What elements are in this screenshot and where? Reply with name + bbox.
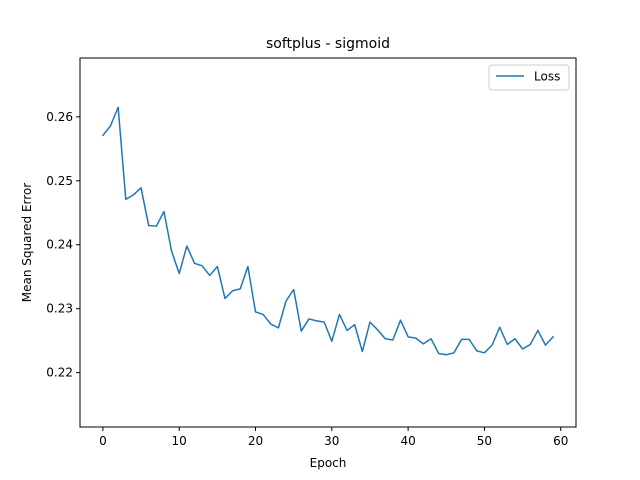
data-point: [514, 338, 516, 340]
y-tick-label: 0.24: [46, 238, 73, 252]
data-point: [217, 266, 219, 268]
x-tick-label: 20: [248, 434, 263, 448]
data-point: [125, 199, 127, 201]
y-tick-label: 0.25: [46, 174, 73, 188]
data-point: [171, 250, 173, 252]
data-point: [270, 323, 272, 325]
data-point: [415, 337, 417, 339]
data-point: [285, 300, 287, 302]
data-point: [148, 225, 150, 227]
data-point: [194, 262, 196, 264]
data-point: [369, 321, 371, 323]
plot-area: 0 10 20 30 40 50 60 0.22 0.23 0.24 0.25 0.26: [46, 57, 577, 448]
x-tick-label: 30: [324, 434, 339, 448]
legend: Loss: [488, 64, 570, 91]
y-tick-label: 0.22: [46, 366, 73, 380]
series-line-loss: [101, 106, 555, 356]
x-axis-label: Epoch: [310, 456, 347, 470]
data-point: [423, 343, 425, 345]
data-point: [400, 319, 402, 321]
data-point: [430, 338, 432, 340]
data-point: [484, 352, 486, 354]
data-point: [239, 288, 241, 290]
data-point: [300, 330, 302, 332]
data-point: [461, 339, 463, 341]
data-point: [247, 266, 249, 268]
x-tick-label: 60: [553, 434, 568, 448]
data-point: [102, 135, 104, 137]
data-point: [545, 344, 547, 346]
data-point: [209, 275, 211, 277]
legend-box: [488, 64, 570, 91]
data-point: [529, 344, 531, 346]
x-tick-label: 40: [400, 434, 415, 448]
data-point: [224, 298, 226, 300]
series-layer: [101, 106, 555, 356]
x-tick-label: 50: [477, 434, 492, 448]
data-point: [384, 338, 386, 340]
data-point: [186, 245, 188, 247]
legend-label: Loss: [534, 70, 560, 84]
data-point: [163, 211, 165, 213]
data-point: [323, 321, 325, 323]
data-point: [278, 327, 280, 329]
data-point: [262, 314, 264, 316]
data-point: [232, 290, 234, 292]
data-point: [178, 273, 180, 275]
data-point: [255, 311, 257, 313]
y-axis-label: Mean Squared Error: [20, 183, 34, 303]
data-point: [522, 348, 524, 350]
data-point: [476, 350, 478, 352]
chart-title: softplus - sigmoid: [266, 36, 390, 52]
data-point: [468, 339, 470, 341]
data-point: [552, 336, 554, 338]
axes-frame: [79, 57, 577, 428]
data-point: [156, 225, 158, 227]
data-point: [362, 351, 364, 353]
x-tick-label: 10: [172, 434, 187, 448]
y-tick-label: 0.23: [46, 302, 73, 316]
data-point: [308, 318, 310, 320]
data-point: [117, 106, 119, 108]
data-point: [499, 326, 501, 328]
data-point: [140, 187, 142, 189]
data-point: [110, 125, 112, 127]
data-point: [346, 330, 348, 332]
data-point: [537, 330, 539, 332]
data-point: [453, 352, 455, 354]
data-point: [445, 354, 447, 356]
data-point: [491, 344, 493, 346]
y-tick-label: 0.26: [46, 110, 73, 124]
data-point: [316, 320, 318, 322]
data-point: [507, 344, 509, 346]
data-point: [438, 353, 440, 355]
data-point: [392, 339, 394, 341]
data-point: [407, 336, 409, 338]
data-point: [331, 341, 333, 343]
x-tick-label: 0: [99, 434, 107, 448]
data-point: [133, 194, 135, 196]
data-point: [293, 289, 295, 291]
data-point: [377, 329, 379, 331]
data-point: [354, 324, 356, 326]
data-point: [201, 265, 203, 267]
data-point: [339, 314, 341, 316]
axis-ticks: 0 10 20 30 40 50 60 0.22 0.23 0.24 0.25 0.26: [46, 110, 568, 448]
